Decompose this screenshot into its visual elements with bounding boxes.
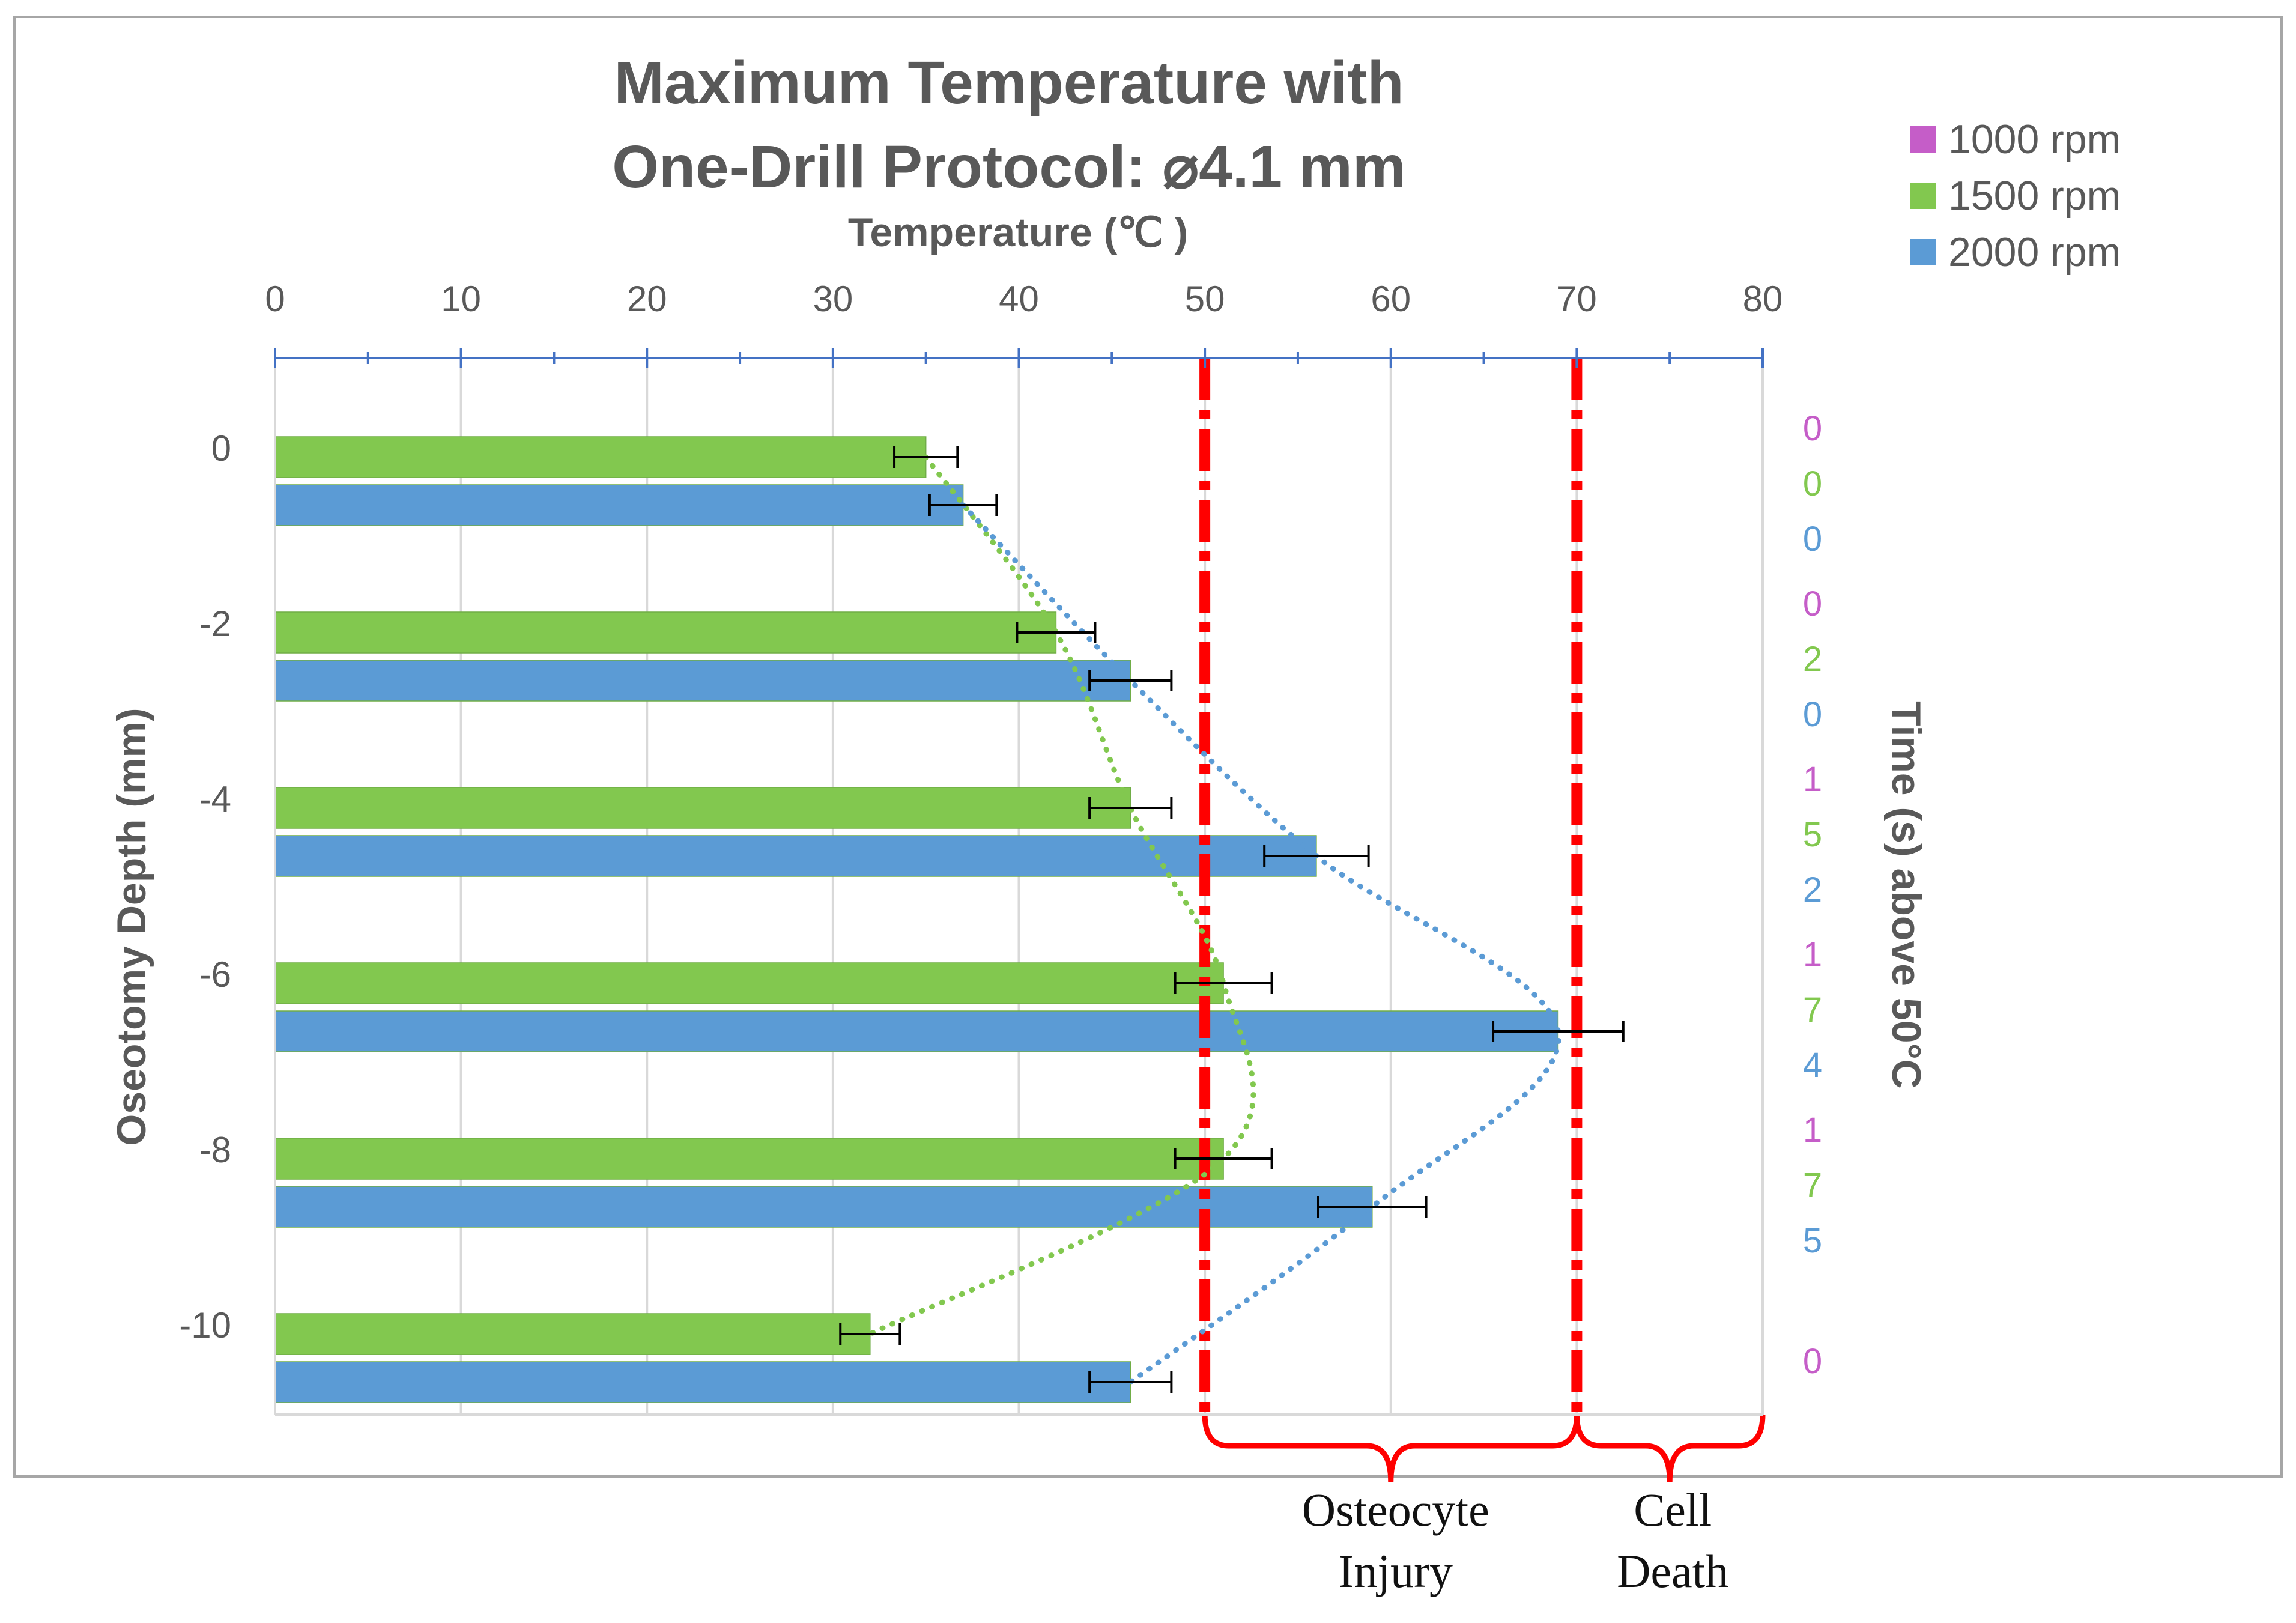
time-above-50-label: 0 (1803, 520, 1822, 559)
trendline-1500-rpm (867, 454, 1256, 1337)
legend-swatch-2000-rpm (1910, 239, 1936, 265)
zone-label: Osteocyte (1302, 1484, 1489, 1536)
time-above-50-label: 1 (1803, 760, 1822, 799)
bar-2000-rpm (274, 1361, 1131, 1403)
zone-label: Death (1617, 1545, 1728, 1597)
bar-1500-rpm (274, 962, 1224, 1004)
y-tick-label: -6 (199, 954, 231, 995)
trendlines (867, 454, 1561, 1385)
time-above-50-label: 0 (1803, 409, 1822, 448)
bar-1500-rpm (274, 436, 927, 478)
bar-2000-rpm (274, 1010, 1559, 1052)
time-above-50-label: 2 (1803, 640, 1822, 679)
threshold-lines (1199, 358, 1583, 1415)
y-axis-title: Oseotomy Depth (mm) (109, 708, 154, 1145)
legend-label-1000-rpm: 1000 rpm (1948, 117, 2121, 162)
time-above-50-label: 5 (1803, 815, 1822, 854)
y-tick-label: -4 (199, 779, 231, 819)
time-above-50-label: 1 (1803, 935, 1822, 974)
trendline-2000-rpm (960, 502, 1561, 1385)
y2-axis-title: Time (s) above 50°C (1883, 701, 1929, 1089)
error-bars (839, 446, 1625, 1393)
zone-bracket-1 (1574, 1414, 1766, 1482)
legend-swatch-1500-rpm (1910, 183, 1936, 209)
time-above-50-label: 0 (1803, 464, 1822, 503)
y-tick-label: 0 (211, 428, 231, 469)
legend-swatch-1000-rpm (1910, 126, 1936, 153)
x-tick-label: 60 (1371, 279, 1411, 319)
legend: 1000 rpm 1500 rpm 2000 rpm (1910, 117, 2121, 275)
bar-1500-rpm (274, 1138, 1224, 1180)
time-above-50-label: 5 (1803, 1221, 1822, 1260)
time-above-50-label: 0 (1803, 1342, 1822, 1381)
time-above-50-label: 7 (1803, 1166, 1822, 1205)
bar-2000-rpm (274, 1186, 1373, 1228)
x-axis-title: Temperature (℃ ) (848, 210, 1188, 255)
bar-2000-rpm (274, 484, 964, 526)
tick-labels: 0 10 20 30 40 50 60 70 80 0 -2 -4 -6 -8 -10 (179, 279, 1783, 1345)
x-tick-label: 50 (1185, 279, 1225, 319)
y-tick-label: -2 (199, 604, 231, 644)
x-tick-label: 30 (813, 279, 853, 319)
zone-label: Cell (1634, 1484, 1712, 1536)
time-above-50-label: 4 (1803, 1046, 1822, 1085)
bar-2000-rpm (274, 835, 1317, 877)
bar-1500-rpm (274, 611, 1057, 654)
time-above-50-label: 0 (1803, 695, 1822, 734)
time-above-50-label: 7 (1803, 990, 1822, 1030)
chart-title-line-2: One-Drill Protocol: ⌀4.1 mm (612, 133, 1406, 201)
x-tick-label: 40 (999, 279, 1039, 319)
bars (274, 436, 1559, 1403)
zone-brackets: Osteocyte Injury Cell Death (1202, 1414, 1766, 1597)
x-tick-label: 0 (265, 279, 285, 319)
x-tick-label: 80 (1743, 279, 1783, 319)
x-tick-label: 10 (441, 279, 481, 319)
time-above-50-label: 1 (1803, 1111, 1822, 1150)
y-tick-label: -8 (199, 1130, 231, 1170)
bar-1500-rpm (274, 1313, 871, 1355)
y-tick-label: -10 (179, 1305, 231, 1345)
chart-title-line-1: Maximum Temperature with (614, 49, 1404, 117)
bar-1500-rpm (274, 787, 1131, 829)
chart-frame (13, 16, 2283, 1478)
time-above-50-label: 0 (1803, 584, 1822, 623)
time-above-50-label: 2 (1803, 870, 1822, 909)
x-axis (274, 348, 1764, 1416)
legend-label-2000-rpm: 2000 rpm (1948, 229, 2121, 275)
legend-label-1500-rpm: 1500 rpm (1948, 173, 2121, 219)
x-tick-label: 20 (627, 279, 667, 319)
zone-bracket-0 (1202, 1414, 1580, 1482)
bar-2000-rpm (274, 660, 1131, 702)
time-above-50-labels: 0 0 0 0 2 0 1 5 2 1 7 4 1 7 5 0 (1803, 409, 1822, 1381)
zone-label: Injury (1338, 1545, 1453, 1597)
x-tick-label: 70 (1557, 279, 1597, 319)
